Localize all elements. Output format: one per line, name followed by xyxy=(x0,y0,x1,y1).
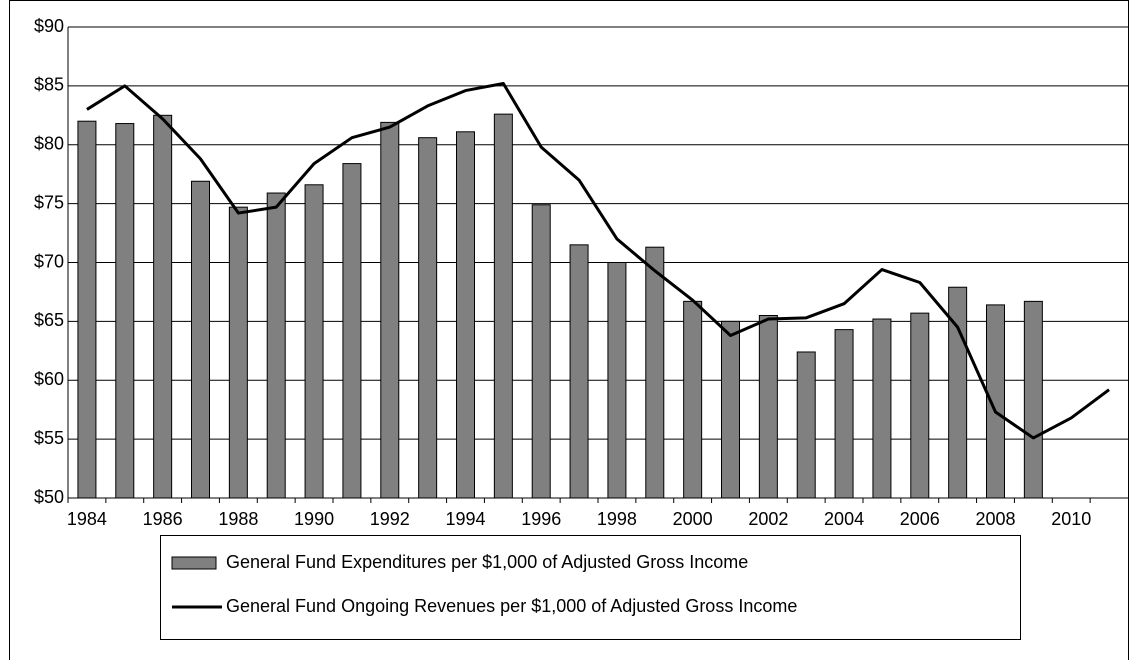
bar xyxy=(380,121,400,499)
y-tick-label: $55 xyxy=(34,428,64,448)
chart-frame xyxy=(9,0,1129,660)
x-tick-label: 1986 xyxy=(143,509,183,529)
x-tick-label: 1990 xyxy=(294,509,334,529)
bar xyxy=(645,246,665,499)
x-tick-label: 2006 xyxy=(900,509,940,529)
x-tick-label: 1992 xyxy=(370,509,410,529)
bar xyxy=(191,180,210,499)
x-tick-label: 1996 xyxy=(521,509,561,529)
y-tick-label: $65 xyxy=(34,310,64,330)
x-tick-label: 1998 xyxy=(597,509,637,529)
x-tick-label: 2010 xyxy=(1051,509,1091,529)
bar xyxy=(493,113,513,499)
x-tick-label: 1988 xyxy=(218,509,258,529)
x-tick-label: 2000 xyxy=(673,509,713,529)
y-tick-label: $50 xyxy=(34,487,64,507)
y-tick-label: $75 xyxy=(34,192,64,212)
legend-label: General Fund Expenditures per $1,000 of … xyxy=(226,552,748,572)
bar xyxy=(77,120,97,499)
legend-box xyxy=(160,535,1021,640)
bar xyxy=(607,262,627,499)
bar xyxy=(1023,300,1043,499)
bar xyxy=(569,244,589,499)
bar xyxy=(304,184,324,499)
bar xyxy=(115,123,135,499)
bar xyxy=(758,314,778,499)
bar xyxy=(872,318,892,499)
bar xyxy=(456,131,475,499)
bar xyxy=(531,204,551,499)
y-tick-label: $60 xyxy=(34,369,64,389)
y-tick-label: $85 xyxy=(34,75,64,95)
x-tick-label: 2004 xyxy=(824,509,864,529)
bar xyxy=(910,312,930,499)
bar xyxy=(721,320,740,499)
x-tick-label: 2008 xyxy=(975,509,1015,529)
y-tick-label: $70 xyxy=(34,251,64,271)
line xyxy=(86,82,1110,440)
bar xyxy=(683,300,703,499)
bar xyxy=(834,329,854,499)
bar xyxy=(796,351,816,499)
x-tick-label: 1984 xyxy=(67,509,107,529)
x-tick-label: 2002 xyxy=(748,509,788,529)
bar xyxy=(228,206,248,499)
y-tick-label: $90 xyxy=(34,16,64,36)
bar xyxy=(418,137,438,499)
bar xyxy=(266,192,286,499)
bar xyxy=(342,163,362,499)
legend-label: General Fund Ongoing Revenues per $1,000… xyxy=(226,596,797,616)
x-tick-label: 1994 xyxy=(445,509,485,529)
bar xyxy=(153,114,173,499)
y-tick-label: $80 xyxy=(34,134,64,154)
legend-swatch xyxy=(171,556,217,570)
